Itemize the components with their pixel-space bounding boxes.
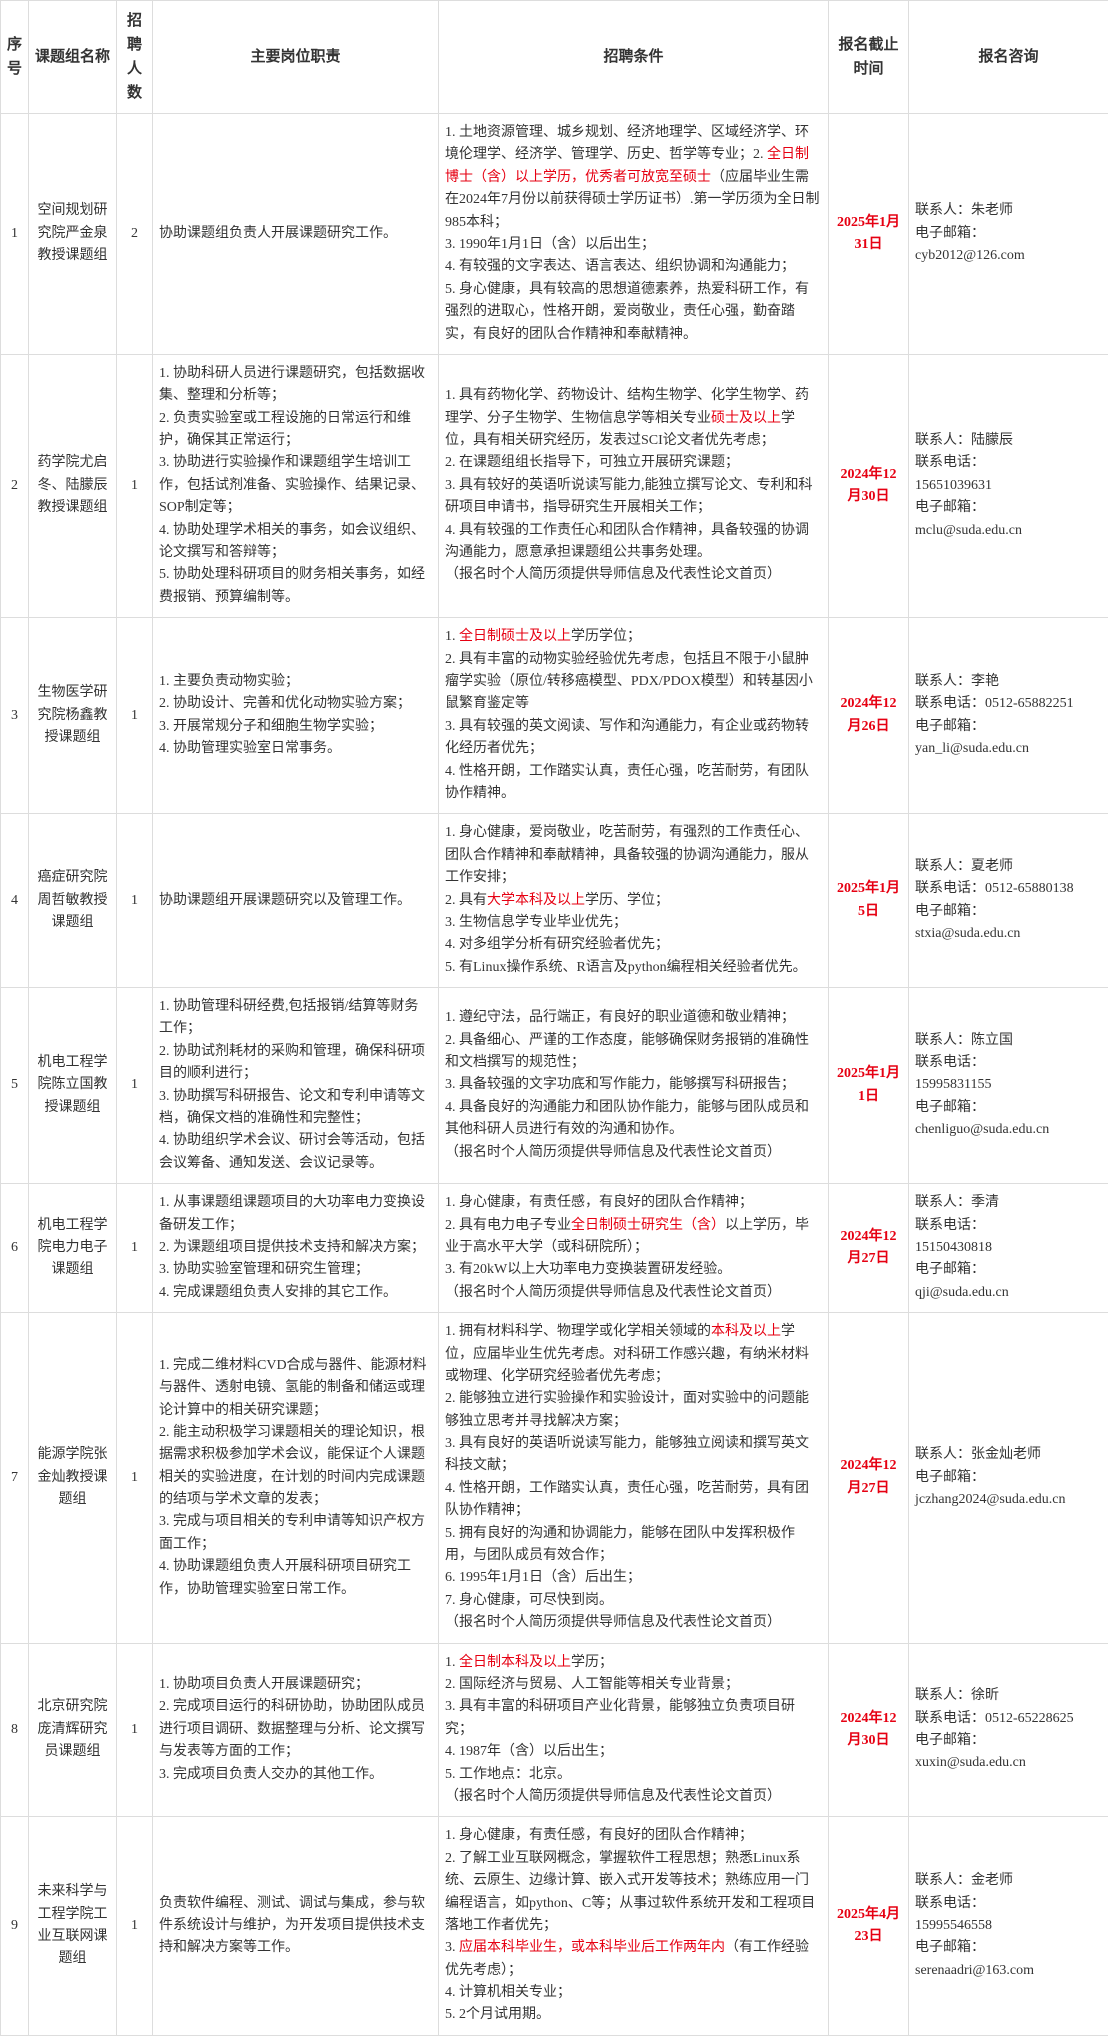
cell-group: 癌症研究院周哲敏教授课题组 <box>29 814 117 988</box>
cell-duty: 1. 从事课题组课题项目的大功率电力变换设备研发工作；2. 为课题组项目提供技术… <box>153 1184 439 1313</box>
cell-cond: 1. 身心健康，有责任感，有良好的团队合作精神；2. 了解工业互联网概念，掌握软… <box>439 1817 829 2036</box>
cell-count: 1 <box>117 1313 153 1643</box>
cell-deadline: 2025年1月31日 <box>829 114 909 355</box>
cell-contact: 联系人：夏老师联系电话：0512-65880138电子邮箱：stxia@suda… <box>909 814 1108 988</box>
cell-duty: 负责软件编程、测试、调试与集成，参与软件系统设计与维护，为开发项目提供技术支持和… <box>153 1817 439 2036</box>
cell-deadline: 2024年12月26日 <box>829 618 909 814</box>
cell-group: 生物医学研究院杨鑫教授课题组 <box>29 618 117 814</box>
cell-cond: 1. 土地资源管理、城乡规划、经济地理学、区域经济学、环境伦理学、经济学、管理学… <box>439 114 829 355</box>
cell-contact: 联系人：季清联系电话：15150430818电子邮箱：qji@suda.edu.… <box>909 1184 1108 1313</box>
cell-seq: 7 <box>1 1313 29 1643</box>
cell-seq: 3 <box>1 618 29 814</box>
cell-seq: 5 <box>1 988 29 1184</box>
header-group: 课题组名称 <box>29 1 117 114</box>
cell-duty: 1. 主要负责动物实验；2. 协助设计、完善和优化动物实验方案；3. 开展常规分… <box>153 618 439 814</box>
table-header-row: 序号 课题组名称 招聘人数 主要岗位职责 招聘条件 报名截止时间 报名咨询 <box>1 1 1108 114</box>
cell-cond: 1. 全日制硕士及以上学历学位；2. 具有丰富的动物实验经验优先考虑，包括且不限… <box>439 618 829 814</box>
cell-deadline: 2024年12月30日 <box>829 354 909 617</box>
cell-duty: 1. 协助项目负责人开展课题研究；2. 完成项目运行的科研协助，协助团队成员进行… <box>153 1643 439 1817</box>
header-count: 招聘人数 <box>117 1 153 114</box>
table-row: 2药学院尤启冬、陆朦辰教授课题组11. 协助科研人员进行课题研究，包括数据收集、… <box>1 354 1108 617</box>
table-row: 9未来科学与工程学院工业互联网课题组1负责软件编程、测试、调试与集成，参与软件系… <box>1 1817 1108 2036</box>
cell-contact: 联系人：朱老师电子邮箱：cyb2012@126.com <box>909 114 1108 355</box>
header-deadline: 报名截止时间 <box>829 1 909 114</box>
cell-contact: 联系人：徐昕联系电话：0512-65228625电子邮箱：xuxin@suda.… <box>909 1643 1108 1817</box>
cell-group: 药学院尤启冬、陆朦辰教授课题组 <box>29 354 117 617</box>
cell-seq: 2 <box>1 354 29 617</box>
cell-cond: 1. 具有药物化学、药物设计、结构生物学、化学生物学、药理学、分子生物学、生物信… <box>439 354 829 617</box>
cell-count: 1 <box>117 814 153 988</box>
cell-group: 北京研究院庞清辉研究员课题组 <box>29 1643 117 1817</box>
cell-count: 1 <box>117 1643 153 1817</box>
cell-count: 1 <box>117 354 153 617</box>
cell-group: 未来科学与工程学院工业互联网课题组 <box>29 1817 117 2036</box>
cell-contact: 联系人：张金灿老师电子邮箱：jczhang2024@suda.edu.cn <box>909 1313 1108 1643</box>
cell-deadline: 2025年1月5日 <box>829 814 909 988</box>
cell-duty: 1. 协助管理科研经费,包括报销/结算等财务工作；2. 协助试剂耗材的采购和管理… <box>153 988 439 1184</box>
cell-seq: 4 <box>1 814 29 988</box>
cell-cond: 1. 全日制本科及以上学历；2. 国际经济与贸易、人工智能等相关专业背景；3. … <box>439 1643 829 1817</box>
cell-duty: 1. 协助科研人员进行课题研究，包括数据收集、整理和分析等；2. 负责实验室或工… <box>153 354 439 617</box>
cell-seq: 8 <box>1 1643 29 1817</box>
cell-group: 空间规划研究院严金泉教授课题组 <box>29 114 117 355</box>
table-row: 4癌症研究院周哲敏教授课题组1协助课题组开展课题研究以及管理工作。1. 身心健康… <box>1 814 1108 988</box>
recruitment-table: 序号 课题组名称 招聘人数 主要岗位职责 招聘条件 报名截止时间 报名咨询 1空… <box>0 0 1108 2036</box>
header-duty: 主要岗位职责 <box>153 1 439 114</box>
table-row: 3生物医学研究院杨鑫教授课题组11. 主要负责动物实验；2. 协助设计、完善和优… <box>1 618 1108 814</box>
cell-seq: 1 <box>1 114 29 355</box>
cell-seq: 9 <box>1 1817 29 2036</box>
cell-contact: 联系人：金老师联系电话：15995546558电子邮箱：serenaadri@1… <box>909 1817 1108 2036</box>
table-row: 1空间规划研究院严金泉教授课题组2协助课题组负责人开展课题研究工作。1. 土地资… <box>1 114 1108 355</box>
cell-duty: 协助课题组负责人开展课题研究工作。 <box>153 114 439 355</box>
table-row: 6机电工程学院电力电子课题组11. 从事课题组课题项目的大功率电力变换设备研发工… <box>1 1184 1108 1313</box>
cell-deadline: 2024年12月27日 <box>829 1313 909 1643</box>
cell-contact: 联系人：陆朦辰联系电话：15651039631电子邮箱：mclu@suda.ed… <box>909 354 1108 617</box>
cell-count: 1 <box>117 988 153 1184</box>
cell-count: 1 <box>117 1817 153 2036</box>
cell-cond: 1. 拥有材料科学、物理学或化学相关领域的本科及以上学位，应届毕业生优先考虑。对… <box>439 1313 829 1643</box>
header-cond: 招聘条件 <box>439 1 829 114</box>
header-contact: 报名咨询 <box>909 1 1108 114</box>
cell-deadline: 2025年1月1日 <box>829 988 909 1184</box>
cell-count: 1 <box>117 618 153 814</box>
table-row: 7能源学院张金灿教授课题组11. 完成二维材料CVD合成与器件、能源材料与器件、… <box>1 1313 1108 1643</box>
cell-group: 机电工程学院陈立国教授课题组 <box>29 988 117 1184</box>
cell-deadline: 2025年4月23日 <box>829 1817 909 2036</box>
cell-seq: 6 <box>1 1184 29 1313</box>
cell-count: 1 <box>117 1184 153 1313</box>
cell-deadline: 2024年12月30日 <box>829 1643 909 1817</box>
cell-duty: 1. 完成二维材料CVD合成与器件、能源材料与器件、透射电镜、氢能的制备和储运或… <box>153 1313 439 1643</box>
cell-contact: 联系人：陈立国联系电话：15995831155电子邮箱：chenliguo@su… <box>909 988 1108 1184</box>
table-row: 8北京研究院庞清辉研究员课题组11. 协助项目负责人开展课题研究；2. 完成项目… <box>1 1643 1108 1817</box>
cell-cond: 1. 身心健康，爱岗敬业，吃苦耐劳，有强烈的工作责任心、团队合作精神和奉献精神，… <box>439 814 829 988</box>
table-row: 5机电工程学院陈立国教授课题组11. 协助管理科研经费,包括报销/结算等财务工作… <box>1 988 1108 1184</box>
cell-duty: 协助课题组开展课题研究以及管理工作。 <box>153 814 439 988</box>
cell-contact: 联系人：李艳联系电话：0512-65882251电子邮箱：yan_li@suda… <box>909 618 1108 814</box>
cell-cond: 1. 身心健康，有责任感，有良好的团队合作精神；2. 具有电力电子专业全日制硕士… <box>439 1184 829 1313</box>
cell-cond: 1. 遵纪守法，品行端正，有良好的职业道德和敬业精神；2. 具备细心、严谨的工作… <box>439 988 829 1184</box>
cell-count: 2 <box>117 114 153 355</box>
header-seq: 序号 <box>1 1 29 114</box>
cell-group: 机电工程学院电力电子课题组 <box>29 1184 117 1313</box>
cell-group: 能源学院张金灿教授课题组 <box>29 1313 117 1643</box>
cell-deadline: 2024年12月27日 <box>829 1184 909 1313</box>
